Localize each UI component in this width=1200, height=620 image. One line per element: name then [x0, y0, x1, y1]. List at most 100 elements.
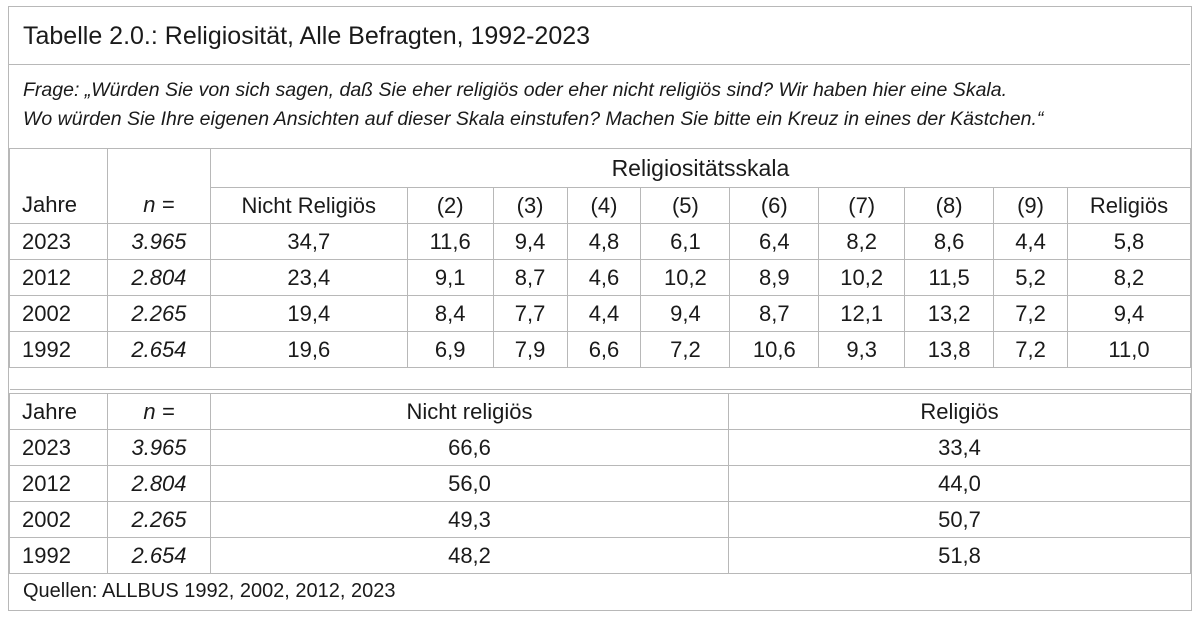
- spacer-cell: [9, 367, 1191, 390]
- table-row: 2023 3.965 66,6 33,4: [9, 429, 1191, 466]
- percentage-cell: 4,6: [566, 259, 642, 296]
- percentage-cell: 8,4: [406, 295, 494, 332]
- percentage-cell: 5,2: [993, 259, 1068, 296]
- scale-group-header: Religiositätsskala: [209, 148, 1192, 188]
- table-row: 2023 3.965 34,7 11,6 9,4 4,8 6,1 6,4 8,2 8,6 4,4 5,…: [9, 223, 1192, 260]
- empty-cell: [9, 148, 108, 188]
- percentage-cell: 12,1: [818, 295, 906, 332]
- column-header: (2): [406, 187, 494, 224]
- percentage-cell: 19,4: [209, 295, 408, 332]
- table-row: 2002 2.265 49,3 50,7: [9, 501, 1191, 538]
- percentage-cell: 44,0: [728, 465, 1191, 502]
- column-header: n =: [106, 187, 211, 224]
- sample-size-cell: 2.265: [106, 295, 211, 332]
- percentage-cell: 9,1: [406, 259, 494, 296]
- percentage-cell: 7,2: [640, 331, 731, 368]
- percentage-cell: 56,0: [210, 465, 729, 502]
- column-header: Religiös: [1066, 187, 1192, 224]
- percentage-cell: 10,2: [818, 259, 906, 296]
- percentage-cell: 5,8: [1066, 223, 1192, 260]
- table-row: 2002 2.265 19,4 8,4 7,7 4,4 9,4 8,7 12,1 13,2 7,2 9…: [9, 295, 1192, 332]
- sample-size-cell: 2.654: [107, 537, 211, 574]
- year-cell: 1992: [9, 331, 108, 368]
- column-header: Nicht religiös: [210, 393, 729, 430]
- percentage-cell: 4,4: [566, 295, 642, 332]
- summary-table: Jahre n = Nicht religiös Religiös 2023 3.965…: [9, 393, 1191, 574]
- percentage-cell: 6,6: [566, 331, 642, 368]
- year-cell: 2023: [9, 429, 108, 466]
- percentage-cell: 9,4: [640, 295, 731, 332]
- percentage-cell: 11,6: [406, 223, 494, 260]
- percentage-cell: 8,9: [729, 259, 820, 296]
- survey-question: Frage: „Würden Sie von sich sagen, daß S…: [9, 65, 1190, 149]
- column-header: (8): [904, 187, 995, 224]
- percentage-cell: 11,5: [904, 259, 995, 296]
- religiosity-table-sheet: Tabelle 2.0.: Religiosität, Alle Befragt…: [8, 6, 1192, 611]
- percentage-cell: 49,3: [210, 501, 729, 538]
- percentage-cell: 11,0: [1066, 331, 1192, 368]
- source-note: Quellen: ALLBUS 1992, 2002, 2012, 2023: [23, 580, 396, 602]
- sample-size-cell: 3.965: [107, 429, 211, 466]
- column-header: Religiös: [728, 393, 1191, 430]
- percentage-cell: 6,1: [640, 223, 731, 260]
- column-header: (9): [993, 187, 1068, 224]
- percentage-cell: 6,4: [729, 223, 820, 260]
- percentage-cell: 10,6: [729, 331, 820, 368]
- percentage-cell: 8,6: [904, 223, 995, 260]
- percentage-cell: 9,4: [492, 223, 568, 260]
- question-line-2: Wo würden Sie Ihre eigenen Ansichten auf…: [23, 108, 1044, 130]
- year-cell: 2012: [9, 465, 108, 502]
- percentage-cell: 7,2: [993, 331, 1068, 368]
- column-header: Jahre: [9, 187, 108, 224]
- empty-cell: [106, 148, 211, 188]
- percentage-cell: 6,9: [406, 331, 494, 368]
- column-header: Nicht Religiös: [209, 187, 408, 224]
- percentage-cell: 19,6: [209, 331, 408, 368]
- column-header: (4): [566, 187, 642, 224]
- table-row: 1992 2.654 19,6 6,9 7,9 6,6 7,2 10,6 9,3 13,8 7,2 1…: [9, 331, 1192, 368]
- percentage-cell: 51,8: [728, 537, 1191, 574]
- percentage-cell: 8,7: [492, 259, 568, 296]
- percentage-cell: 7,2: [993, 295, 1068, 332]
- year-cell: 2012: [9, 259, 108, 296]
- percentage-cell: 66,6: [210, 429, 729, 466]
- table-row: 2012 2.804 56,0 44,0: [9, 465, 1191, 502]
- percentage-cell: 48,2: [210, 537, 729, 574]
- year-cell: 2023: [9, 223, 108, 260]
- percentage-cell: 13,2: [904, 295, 995, 332]
- sample-size-cell: 2.654: [106, 331, 211, 368]
- percentage-cell: 23,4: [209, 259, 408, 296]
- percentage-cell: 4,8: [566, 223, 642, 260]
- percentage-cell: 10,2: [640, 259, 731, 296]
- table-row: 1992 2.654 48,2 51,8: [9, 537, 1191, 574]
- scale-table: Religiositätsskala Jahre n = Nicht Religiö…: [9, 148, 1192, 390]
- question-line-1: Frage: „Würden Sie von sich sagen, daß S…: [23, 79, 1008, 101]
- sample-size-cell: 2.804: [107, 465, 211, 502]
- percentage-cell: 8,2: [1066, 259, 1192, 296]
- column-header: (6): [729, 187, 820, 224]
- scale-header-row: Jahre n = Nicht Religiös (2) (3) (4) (5) (6) (7)…: [9, 187, 1192, 224]
- scale-group-header-row: Religiositätsskala: [9, 148, 1192, 188]
- percentage-cell: 9,4: [1066, 295, 1192, 332]
- sample-size-cell: 2.265: [107, 501, 211, 538]
- percentage-cell: 4,4: [993, 223, 1068, 260]
- column-header: (7): [818, 187, 906, 224]
- summary-header-row: Jahre n = Nicht religiös Religiös: [9, 393, 1191, 430]
- spacer-row: [9, 367, 1191, 390]
- column-header: (5): [640, 187, 731, 224]
- table-title: Tabelle 2.0.: Religiosität, Alle Befragt…: [9, 7, 1190, 65]
- percentage-cell: 8,7: [729, 295, 820, 332]
- percentage-cell: 50,7: [728, 501, 1191, 538]
- percentage-cell: 7,9: [492, 331, 568, 368]
- column-header: n =: [107, 393, 211, 430]
- sample-size-cell: 2.804: [106, 259, 211, 296]
- percentage-cell: 7,7: [492, 295, 568, 332]
- percentage-cell: 8,2: [818, 223, 906, 260]
- year-cell: 1992: [9, 537, 108, 574]
- percentage-cell: 34,7: [209, 223, 408, 260]
- year-cell: 2002: [9, 295, 108, 332]
- percentage-cell: 9,3: [818, 331, 906, 368]
- year-cell: 2002: [9, 501, 108, 538]
- sample-size-cell: 3.965: [106, 223, 211, 260]
- column-header: (3): [492, 187, 568, 224]
